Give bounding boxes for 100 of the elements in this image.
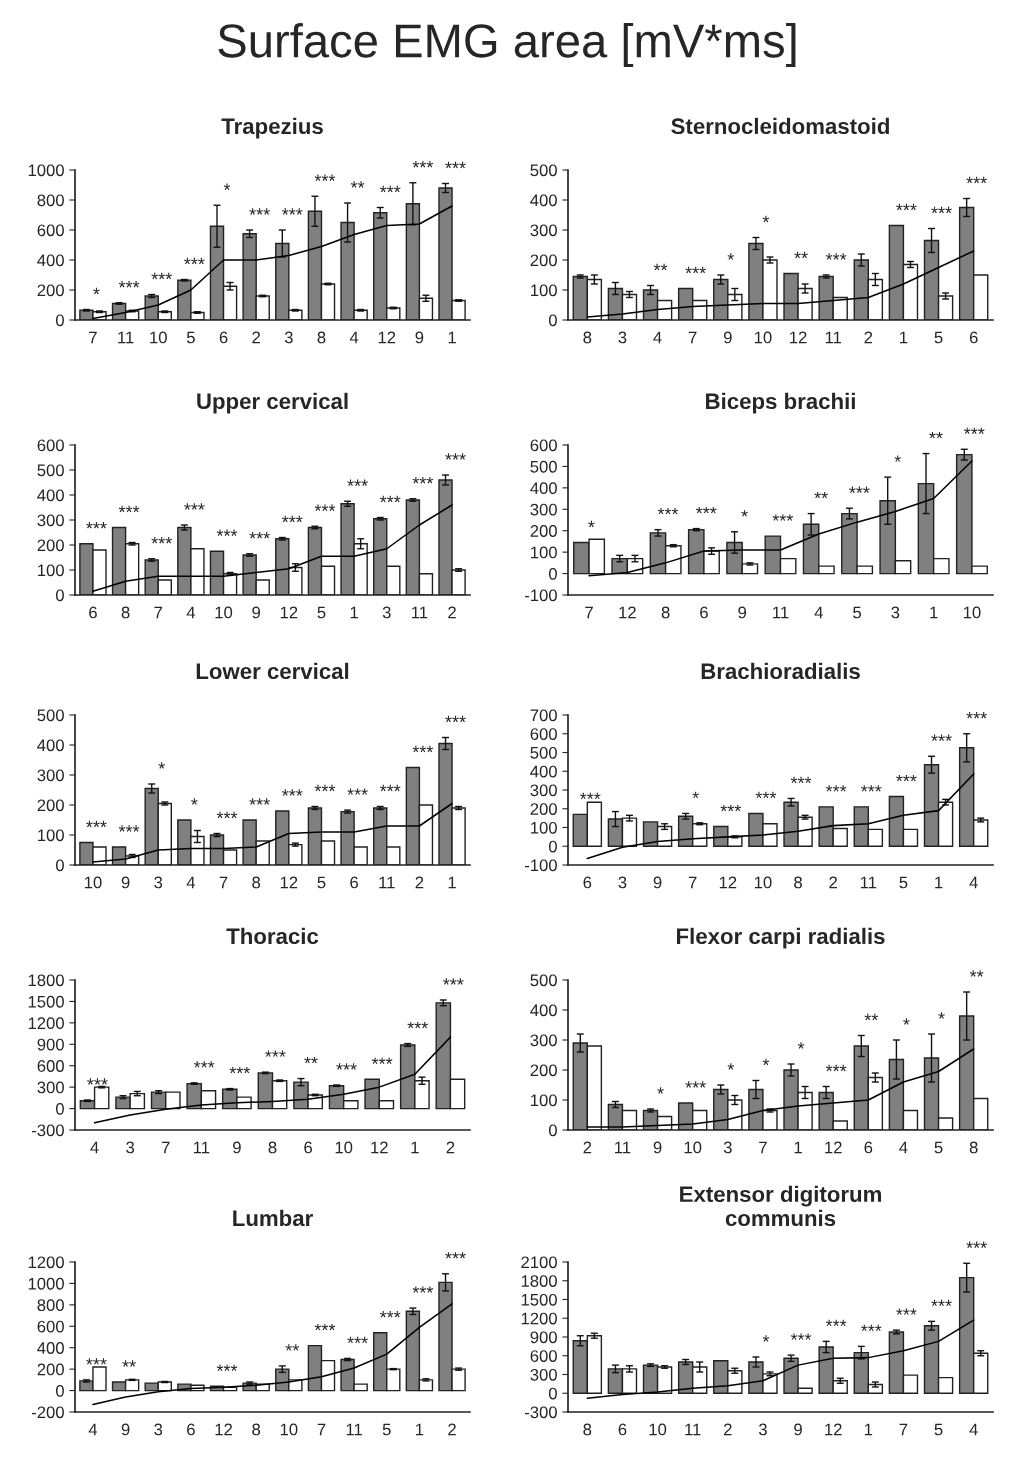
x-tick-label: 1	[935, 876, 943, 889]
x-tick-label: 11	[412, 606, 428, 619]
data-label: ***	[314, 784, 336, 792]
x-tick-label: 7	[161, 1141, 170, 1154]
data-label: ***	[445, 715, 466, 723]
y-tick-label: -300	[524, 1406, 557, 1419]
x-tick-label: 6	[219, 331, 228, 344]
x-tick-label: 9	[121, 876, 130, 889]
data-label: ***	[445, 161, 466, 169]
y-tick-label: 200	[530, 803, 557, 815]
x-tick-label: 6	[969, 331, 978, 344]
data-label: ***	[87, 1078, 108, 1085]
x-tick-label: 7	[899, 1423, 908, 1436]
y-tick-label: 100	[38, 829, 64, 842]
y-tick-label: 0	[548, 567, 557, 580]
data-label: *	[727, 1063, 735, 1070]
data-label: ***	[849, 486, 870, 493]
y-tick-label: 500	[37, 464, 64, 477]
x-tick-label: 12	[378, 331, 396, 344]
data-label: ***	[336, 1063, 357, 1070]
y-tick-label: 0	[55, 1384, 64, 1397]
data-label: *	[797, 1042, 805, 1049]
x-tick-label: 9	[121, 1423, 130, 1436]
x-tick-label: 10	[215, 606, 233, 619]
data-label: ***	[216, 529, 238, 536]
x-tick-label: 7	[688, 331, 697, 344]
data-label: ***	[314, 504, 336, 511]
data-label: ***	[931, 206, 952, 214]
x-tick-label: 4	[88, 1423, 98, 1436]
data-label: ***	[825, 1319, 847, 1327]
data-label: ***	[896, 1308, 917, 1315]
x-tick-label: 8	[661, 606, 670, 619]
data-label: ***	[412, 477, 434, 484]
data-label: ***	[118, 505, 140, 513]
y-tick-label: 0	[55, 314, 64, 327]
data-label: ***	[249, 798, 270, 805]
x-tick-label: 10	[754, 876, 772, 889]
x-tick-label: 8	[969, 1141, 978, 1154]
data-label: ***	[249, 532, 270, 539]
data-label: **	[653, 263, 668, 271]
y-tick-label: 400	[37, 739, 64, 752]
data-label: ***	[657, 508, 679, 515]
x-tick-label: 9	[252, 606, 261, 619]
x-tick-label: 2	[448, 606, 456, 619]
x-tick-label: 11	[118, 331, 134, 344]
x-tick-label: 4	[90, 1141, 99, 1154]
x-tick-label: 9	[233, 1141, 241, 1154]
data-label: ***	[412, 161, 434, 168]
x-tick-label: 9	[653, 876, 662, 889]
data-label: **	[794, 251, 808, 259]
x-tick-label: 11	[685, 1423, 701, 1436]
data-label: ***	[151, 272, 172, 280]
data-label: **	[929, 431, 943, 439]
y-tick-label: 300	[37, 1081, 64, 1094]
y-tick-label: 500	[37, 709, 64, 722]
y-tick-label: 100	[531, 821, 557, 834]
x-tick-label: 2	[415, 876, 424, 889]
x-tick-label: 2	[252, 331, 260, 344]
x-tick-label: 4	[899, 1141, 908, 1154]
x-tick-label: 11	[860, 876, 877, 889]
y-tick-label: 1200	[28, 1017, 64, 1030]
data-label: ***	[151, 537, 172, 544]
line-series	[588, 460, 973, 577]
y-tick-label: 1500	[28, 995, 64, 1008]
x-tick-label: 4	[186, 606, 196, 619]
y-tick-label: 300	[530, 503, 557, 516]
x-tick-label: 1	[864, 1423, 873, 1436]
data-label: **	[285, 1344, 300, 1351]
y-tick-label: 600	[37, 1060, 64, 1072]
y-tick-label: -300	[31, 1124, 64, 1137]
y-tick-label: 600	[37, 1320, 64, 1333]
data-label: ***	[347, 1336, 368, 1344]
data-label: ***	[412, 745, 434, 753]
data-label: ***	[216, 1364, 238, 1371]
y-tick-label: 800	[37, 194, 64, 207]
y-tick-label: -100	[524, 589, 557, 602]
x-tick-label: 8	[252, 876, 261, 889]
data-label: ***	[772, 514, 794, 521]
x-tick-label: 1	[411, 1141, 419, 1154]
data-label: ***	[184, 257, 205, 265]
data-label: ***	[685, 266, 706, 274]
data-label: ***	[216, 811, 238, 819]
y-tick-label: 400	[37, 1342, 64, 1354]
y-tick-label: 100	[531, 546, 557, 559]
data-label: ***	[964, 427, 985, 434]
chart-title: Flexor carpi radialis	[677, 927, 885, 949]
x-tick-label: 4	[814, 606, 823, 619]
x-tick-label: 1	[794, 1141, 802, 1154]
x-tick-label: 3	[126, 1141, 135, 1154]
y-tick-label: 1500	[521, 1293, 557, 1306]
x-tick-label: 10	[649, 1423, 667, 1436]
data-label: ***	[379, 185, 401, 193]
data-label: ***	[249, 208, 270, 215]
x-tick-label: 3	[758, 1423, 767, 1436]
chart-title: Biceps brachii	[706, 392, 855, 414]
y-tick-label: 0	[548, 840, 557, 853]
x-tick-label: 3	[154, 1423, 163, 1436]
y-tick-label: 0	[548, 314, 557, 327]
data-label: ***	[229, 1066, 251, 1074]
x-tick-label: 6	[618, 1423, 627, 1436]
